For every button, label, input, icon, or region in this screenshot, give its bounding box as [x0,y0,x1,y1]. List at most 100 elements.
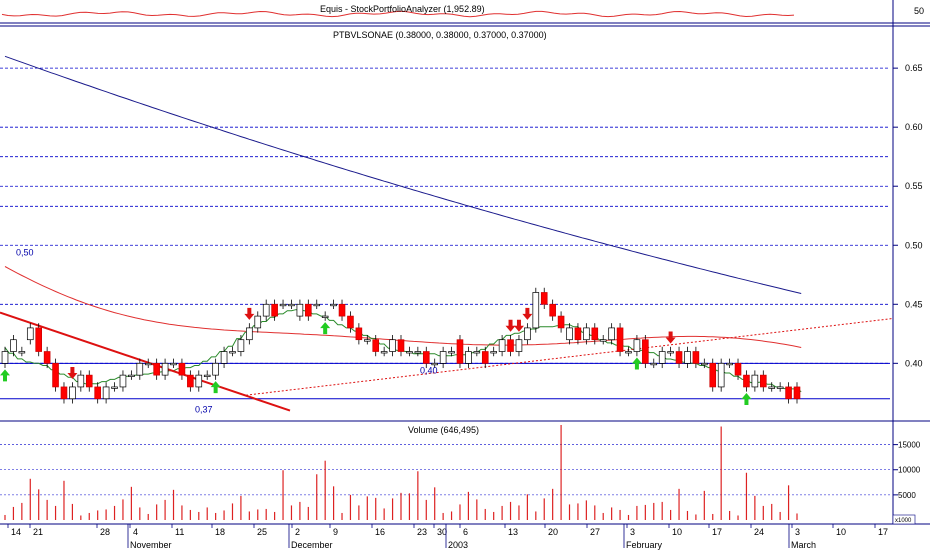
x-day-label: 21 [33,527,43,537]
candle-body [793,386,801,400]
candle-body [608,327,615,341]
top-panel-level-label: 50 [914,6,924,16]
buy-signal-arrow [320,322,331,335]
candle-body [717,362,725,388]
candle-body [35,327,43,352]
price-panel: 0.65 0.60 0.55 0.50 0.45 0.40 0,50 0,40 0,37 PT… [0,30,923,415]
candle-body [785,386,792,400]
x-day-label: 25 [257,527,267,537]
candle-body [52,362,59,388]
volume-unit-box [892,514,916,525]
candle-body [625,351,632,354]
trend-lines [0,311,894,412]
candle-body [574,327,582,341]
candle-body [768,386,776,389]
candle-body [296,303,304,317]
candle-body [540,292,548,305]
x-day-label: 10 [672,527,682,537]
buy-signal-arrow [0,369,10,382]
volume-tick-label: 5000 [898,491,916,500]
candle-body [203,374,211,377]
price-tick-label: 0.65 [905,63,923,73]
top-panel-title: Equis - StockPortfolioAnalyzer (1,952.89… [320,4,485,14]
price-annotation: 0,50 [16,247,34,257]
candle-body [557,315,565,329]
candle-body [566,327,573,341]
candle-body [77,374,85,388]
x-day-label: 10 [836,527,846,537]
x-day-label: 3 [795,527,800,537]
candle-body [549,303,556,317]
candle-body [414,351,422,354]
candle-body [288,303,295,307]
candle-body [271,303,278,317]
x-day-label: 24 [754,527,764,537]
candle-body [599,339,607,342]
candle-body [111,386,118,389]
candle-body [389,339,396,352]
candle-body [187,374,194,388]
candle-body [667,351,674,354]
sell-signal-arrow [665,331,676,344]
candle-body [380,351,388,354]
candle-body [759,374,767,388]
x-month-label: December [291,540,333,550]
volume-grid [0,444,890,496]
candle-body [254,315,262,329]
candle-body [237,339,245,352]
sell-signal-arrow [244,307,255,320]
volume-axis-labels: 15000 10000 5000 [893,441,921,500]
price-annotation: 0,37 [195,405,213,415]
volume-panel: 15000 10000 5000 Volume (646,495) x1000 [0,425,921,525]
volume-tick-label: 15000 [898,441,921,450]
candle-body [734,362,742,376]
x-day-label: 27 [590,527,600,537]
x-day-label: 20 [548,527,558,537]
candle-body [397,339,405,352]
candle-body [26,327,34,341]
candle-body [94,386,101,400]
candle-body [338,303,346,317]
sell-signal-arrow [505,319,516,332]
candle-body [136,362,144,376]
volume-bars [4,425,798,520]
x-day-label: 18 [215,527,225,537]
candle-body [153,362,160,376]
x-day-label: 14 [11,527,21,537]
candle-body [60,386,68,400]
x-day-label: 2 [295,527,300,537]
price-tick-label: 0.45 [905,299,923,309]
price-tick-label: 0.40 [905,358,923,368]
x-day-label: 3 [630,527,635,537]
downtrend-line [0,311,291,412]
candle-body [43,351,51,364]
x-day-label: 17 [878,527,888,537]
signal-arrows [0,307,752,405]
buy-signal-arrow [631,357,642,370]
candle-body [178,362,186,376]
candle-body [743,374,750,388]
candle-body [102,386,110,400]
candle-body [128,374,135,377]
price-annotations: 0,50 0,40 0,37 [16,247,438,414]
candle-body [642,339,649,364]
candle-body [119,374,127,388]
candle-body [515,339,523,352]
candle-body [229,351,236,354]
candle-body [692,351,700,364]
candle-body [363,339,371,342]
candle-body [448,351,455,354]
candle-body [726,362,733,366]
candle-body [347,315,354,329]
price-annotation: 0,40 [420,365,438,375]
candle-body [212,362,219,376]
candle-body [633,339,641,352]
price-grid [0,67,890,400]
candle-body [195,374,203,388]
candle-body [246,327,253,341]
sell-signal-arrow [513,319,524,332]
sell-signal-arrow [522,307,533,320]
candle-body [616,327,624,352]
